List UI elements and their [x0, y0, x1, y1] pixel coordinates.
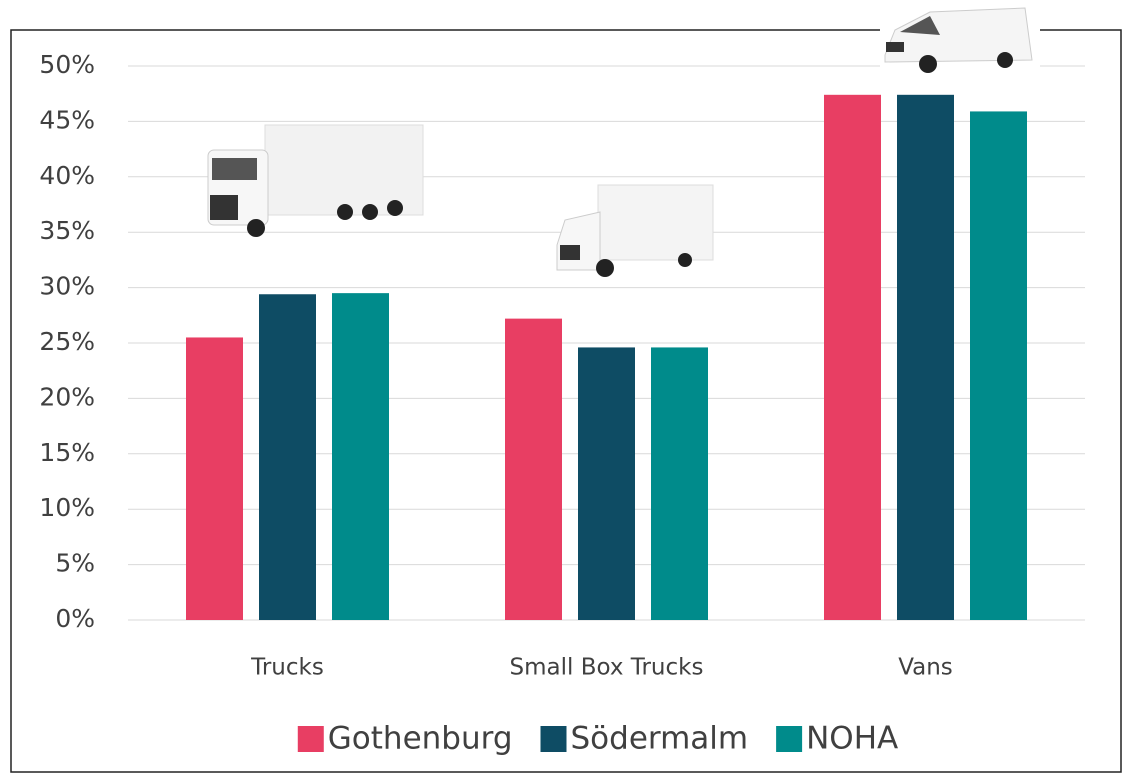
chart: 0% 5% 10% 15% 20% 25% 30% 35% 40% 45% 50% Trucks Sma… [0, 0, 1125, 784]
y-tick-label: 10% [39, 493, 95, 522]
x-tick-label: Trucks [250, 655, 324, 681]
bar [186, 337, 243, 620]
legend-label: NOHA [806, 721, 898, 757]
y-tick-label: 45% [39, 105, 95, 134]
x-tick-label: Vans [898, 655, 953, 681]
y-tick-label: 25% [39, 327, 95, 356]
y-tick-label: 35% [39, 216, 95, 245]
legend-label: Södermalm [571, 721, 749, 757]
y-tick-label: 15% [39, 438, 95, 467]
x-tick-label: Small Box Trucks [510, 655, 704, 681]
y-tick-label: 40% [39, 161, 95, 190]
y-tick-label: 30% [39, 272, 95, 301]
bar [259, 294, 316, 620]
y-tick-label: 20% [39, 382, 95, 411]
van-image [880, 0, 1040, 76]
y-tick-label: 0% [55, 604, 95, 633]
legend-label: Gothenburg [328, 721, 513, 757]
bar [332, 293, 389, 620]
legend-swatch [298, 726, 324, 752]
bar [505, 319, 562, 620]
bar [824, 95, 881, 620]
legend-swatch [541, 726, 567, 752]
box-truck-image [557, 185, 713, 277]
y-tick-label: 5% [55, 549, 95, 578]
truck-image [208, 125, 423, 237]
legend: Gothenburg Södermalm NOHA [298, 721, 898, 757]
bar [970, 111, 1027, 620]
bar [651, 347, 708, 620]
bar [897, 95, 954, 620]
bar [578, 347, 635, 620]
legend-swatch [776, 726, 802, 752]
y-tick-label: 50% [39, 50, 95, 79]
